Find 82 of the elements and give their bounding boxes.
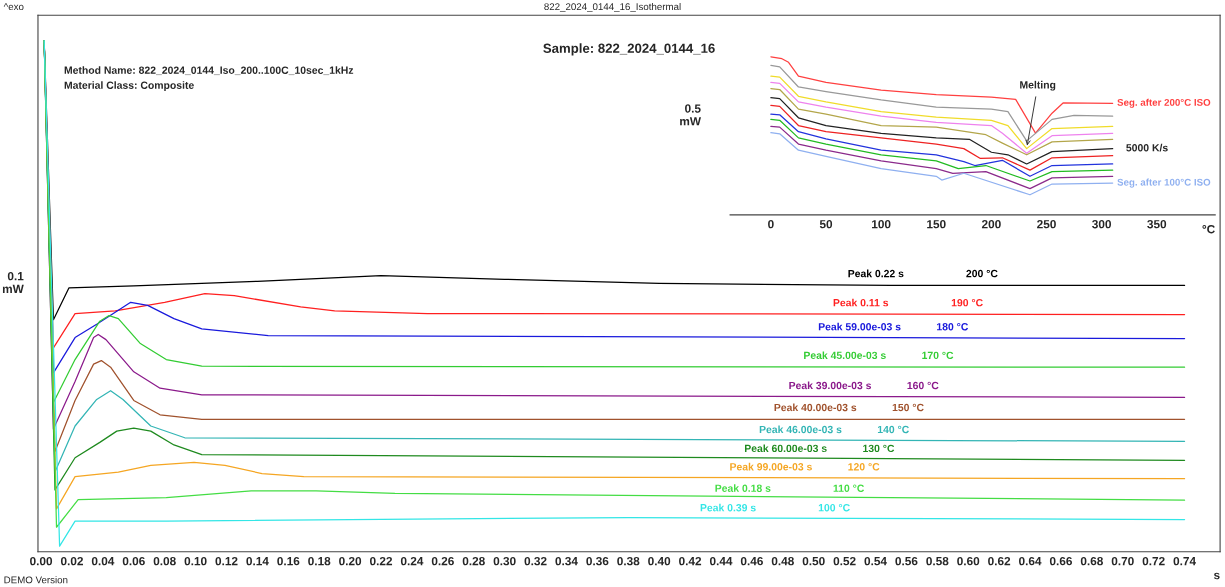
x-tick-label: 150 bbox=[927, 220, 946, 229]
x-tick-label: 0.18 bbox=[308, 556, 331, 566]
x-tick-label: 0.14 bbox=[246, 556, 269, 566]
x-tick-label: 300 bbox=[1092, 220, 1112, 229]
x-tick-label: 0.66 bbox=[1049, 556, 1072, 566]
x-tick-label: 0.44 bbox=[709, 556, 733, 566]
x-tick-label: 0.40 bbox=[648, 556, 671, 566]
x-tick-label: 100 bbox=[872, 220, 891, 229]
series-label: 140 °C bbox=[877, 425, 909, 434]
annotation: Peak 99.00e-03 s bbox=[730, 462, 812, 471]
series-label: 160 °C bbox=[907, 381, 939, 390]
x-tick-label: 0.46 bbox=[740, 556, 763, 566]
series-label: 120 °C bbox=[848, 463, 880, 471]
x-tick-label: 0.72 bbox=[1142, 556, 1165, 566]
annotation: Peak 0.18 s bbox=[715, 484, 771, 492]
x-tick-label: 0.54 bbox=[864, 556, 887, 566]
x-tick-label: 0.00 bbox=[30, 556, 53, 566]
annotation: Material Class: Composite bbox=[64, 81, 194, 91]
x-tick-label: 0.52 bbox=[833, 556, 856, 566]
annotation: Peak 40.00e-03 s bbox=[774, 403, 857, 412]
annotation: Melting bbox=[1020, 80, 1056, 91]
x-tick-label: 350 bbox=[1147, 220, 1167, 229]
x-tick-label: 0.22 bbox=[370, 556, 393, 566]
x-tick-label: 0.56 bbox=[895, 556, 918, 566]
x-tick-label: 0 bbox=[768, 220, 774, 229]
x-tick-label: 0.60 bbox=[957, 556, 980, 566]
x-tick-label: 0.06 bbox=[122, 556, 145, 566]
x-tick-label: 0.74 bbox=[1173, 556, 1196, 566]
y-axis-title: 0.1 mW bbox=[2, 271, 24, 293]
annotation: Peak 45.00e-03 s bbox=[804, 351, 886, 360]
series-label: 180 °C bbox=[937, 323, 969, 331]
annotation: Peak 0.22 s bbox=[848, 269, 904, 278]
x-tick-label: 0.12 bbox=[215, 556, 238, 566]
annotation: Peak 59.00e-03 s bbox=[818, 322, 901, 331]
x-tick-label: 0.04 bbox=[91, 556, 115, 566]
series-label: 150 °C bbox=[892, 403, 924, 412]
series-label: 100 °C bbox=[818, 504, 850, 512]
x-tick-label: 200 bbox=[981, 220, 1001, 229]
x-tick-label: 0.30 bbox=[493, 556, 516, 566]
x-tick-label: 0.42 bbox=[679, 556, 702, 566]
annotation: 5000 K/s bbox=[1126, 143, 1168, 152]
series-label: 110 °C bbox=[833, 484, 865, 492]
x-tick-label: 0.58 bbox=[926, 556, 949, 566]
x-tick-label: 50 bbox=[819, 220, 833, 229]
annotation: Peak 46.00e-03 s bbox=[759, 425, 842, 434]
x-tick-label: 0.32 bbox=[524, 556, 547, 566]
chart-subtitle: Sample: 822_2024_0144_16 bbox=[543, 43, 715, 56]
annotation: Method Name: 822_2024_0144_Iso_200..100C_10sec_1kHz bbox=[64, 66, 354, 76]
series-label: Seg. after 200°C ISO bbox=[1117, 98, 1211, 108]
x-tick-label: 0.48 bbox=[771, 556, 794, 566]
x-tick-label: 0.62 bbox=[988, 556, 1011, 566]
x-tick-label: 0.24 bbox=[400, 556, 424, 566]
series-label: 170 °C bbox=[922, 351, 954, 360]
x-tick-label: 0.28 bbox=[462, 556, 485, 566]
series-label: Seg. after 100°C ISO bbox=[1117, 178, 1211, 188]
x-tick-label: 0.20 bbox=[339, 556, 362, 566]
series-label: 190 °C bbox=[951, 299, 983, 307]
x-tick-label: 250 bbox=[1037, 220, 1056, 229]
x-axis-title: s bbox=[1213, 572, 1220, 580]
series-label: 200 °C bbox=[966, 269, 998, 278]
annotation: Peak 60.00e-03 s bbox=[744, 444, 827, 453]
x-tick-label: 0.36 bbox=[586, 556, 609, 566]
annotation: Peak 0.11 s bbox=[833, 298, 889, 307]
x-tick-label: 0.26 bbox=[431, 556, 454, 566]
text: DEMO Version bbox=[4, 576, 68, 584]
x-tick-label: 0.08 bbox=[153, 556, 176, 566]
y-axis-title: 0.5 mW bbox=[680, 104, 701, 126]
annotation: Peak 39.00e-03 s bbox=[789, 381, 872, 390]
x-tick-label: 0.16 bbox=[277, 556, 300, 566]
x-axis-title: °C bbox=[1202, 225, 1215, 234]
chart-title: 822_2024_0144_16_Isothermal bbox=[544, 2, 681, 12]
text: ^exo bbox=[3, 3, 24, 11]
x-tick-label: 0.38 bbox=[617, 556, 640, 566]
x-tick-label: 0.02 bbox=[60, 556, 83, 566]
x-tick-label: 0.50 bbox=[802, 556, 825, 566]
x-tick-label: 0.34 bbox=[555, 556, 578, 566]
series-label: 130 °C bbox=[863, 444, 895, 453]
annotation: Peak 0.39 s bbox=[700, 503, 756, 512]
x-tick-label: 0.70 bbox=[1111, 556, 1134, 566]
x-tick-label: 0.10 bbox=[184, 556, 207, 566]
x-tick-label: 0.68 bbox=[1080, 556, 1103, 566]
x-tick-label: 0.64 bbox=[1019, 556, 1042, 566]
